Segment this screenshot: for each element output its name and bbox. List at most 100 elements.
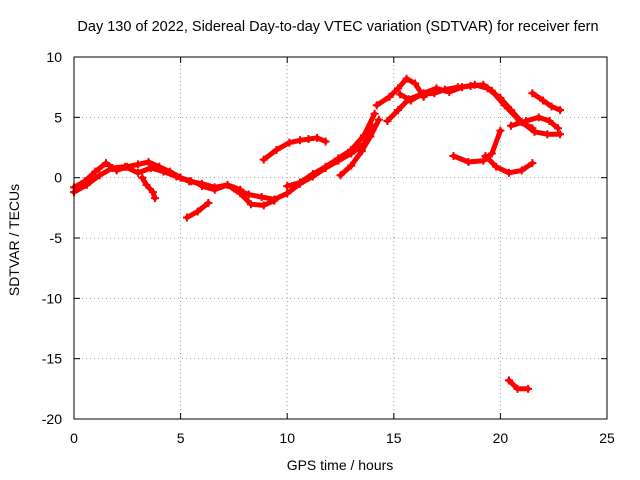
x-tick-label: 0 xyxy=(70,430,78,446)
data-point xyxy=(464,157,473,166)
data-point xyxy=(259,201,268,210)
series-track-i xyxy=(336,115,383,180)
data-point xyxy=(270,195,279,204)
data-point xyxy=(528,89,537,98)
series-track-n xyxy=(481,151,537,177)
x-tick-label: 15 xyxy=(386,430,402,446)
data-point xyxy=(406,96,415,105)
data-point xyxy=(419,89,428,98)
series-track-p xyxy=(528,89,565,115)
data-point xyxy=(229,184,238,193)
x-tick-label: 25 xyxy=(599,430,615,446)
data-point xyxy=(504,168,513,177)
series-track-c xyxy=(138,173,160,203)
data-point xyxy=(492,162,501,171)
data-series xyxy=(70,74,565,393)
y-tick-label: 0 xyxy=(54,170,62,186)
data-point xyxy=(513,384,522,393)
data-point xyxy=(244,190,253,199)
x-tick-label: 10 xyxy=(279,430,295,446)
data-point xyxy=(359,131,368,140)
data-point xyxy=(517,166,526,175)
data-point xyxy=(295,178,304,187)
data-point xyxy=(172,172,181,181)
y-tick-label: -15 xyxy=(42,351,62,367)
data-point xyxy=(483,84,492,93)
data-point xyxy=(507,121,516,130)
data-point xyxy=(108,164,117,173)
data-point xyxy=(321,162,330,171)
data-point xyxy=(543,130,552,139)
data-point xyxy=(283,182,292,191)
data-point xyxy=(496,126,505,135)
data-point xyxy=(246,200,255,209)
data-point xyxy=(82,180,91,189)
data-point xyxy=(402,74,411,83)
data-point xyxy=(101,159,110,168)
data-point xyxy=(148,188,157,197)
series-track-j xyxy=(372,74,428,110)
data-point xyxy=(185,177,194,186)
x-axis-label: GPS time / hours xyxy=(287,457,394,473)
series-line xyxy=(374,76,427,108)
series-track-l xyxy=(396,80,565,139)
series-line xyxy=(451,128,503,165)
data-point xyxy=(547,102,556,111)
data-point xyxy=(445,87,454,96)
data-point xyxy=(366,132,375,141)
data-point xyxy=(383,116,392,125)
y-tick-label: -10 xyxy=(42,290,62,306)
data-point xyxy=(197,182,206,191)
series-line xyxy=(506,377,531,392)
data-point xyxy=(308,170,317,179)
data-point xyxy=(545,116,554,125)
data-point xyxy=(481,151,490,160)
y-tick-label: -20 xyxy=(42,411,62,427)
data-point xyxy=(142,180,151,189)
data-point xyxy=(556,130,565,139)
data-point xyxy=(336,171,345,180)
data-point xyxy=(524,384,533,393)
data-point xyxy=(385,92,394,101)
data-point xyxy=(95,171,104,180)
data-point xyxy=(272,145,281,154)
series-line xyxy=(139,175,158,201)
data-point xyxy=(159,167,168,176)
data-point xyxy=(295,136,304,145)
series-track-d xyxy=(182,199,213,222)
data-point xyxy=(539,96,548,105)
data-point xyxy=(394,84,403,93)
series-track-q xyxy=(504,376,533,393)
data-point xyxy=(334,154,343,163)
y-axis-label: SDTVAR / TECUs xyxy=(6,184,22,296)
data-point xyxy=(151,194,160,203)
data-point xyxy=(138,173,147,182)
data-point xyxy=(313,133,322,142)
y-tick-label: 5 xyxy=(54,109,62,125)
data-point xyxy=(223,180,232,189)
data-point xyxy=(507,106,516,115)
data-point xyxy=(374,115,383,124)
data-point xyxy=(496,94,505,103)
data-point xyxy=(193,207,202,216)
data-point xyxy=(285,138,294,147)
data-point xyxy=(204,199,213,208)
grid xyxy=(74,57,607,419)
series-track-o xyxy=(507,113,562,133)
y-tick-label: -5 xyxy=(50,230,63,246)
data-point xyxy=(347,161,356,170)
data-point xyxy=(479,156,488,165)
data-point xyxy=(304,135,313,144)
data-point xyxy=(394,106,403,115)
data-point xyxy=(347,145,356,154)
data-point xyxy=(121,162,130,171)
data-point xyxy=(357,147,366,156)
data-point xyxy=(91,167,100,176)
data-point xyxy=(556,106,565,115)
axis-ticks: 0 5 10 15 20 25 -20 -15 -10 -5 0 5 10 xyxy=(42,49,615,446)
chart-title: Day 130 of 2022, Sidereal Day-to-day VTE… xyxy=(77,19,598,35)
data-point xyxy=(521,116,530,125)
data-point xyxy=(321,137,330,146)
data-point xyxy=(146,164,155,173)
